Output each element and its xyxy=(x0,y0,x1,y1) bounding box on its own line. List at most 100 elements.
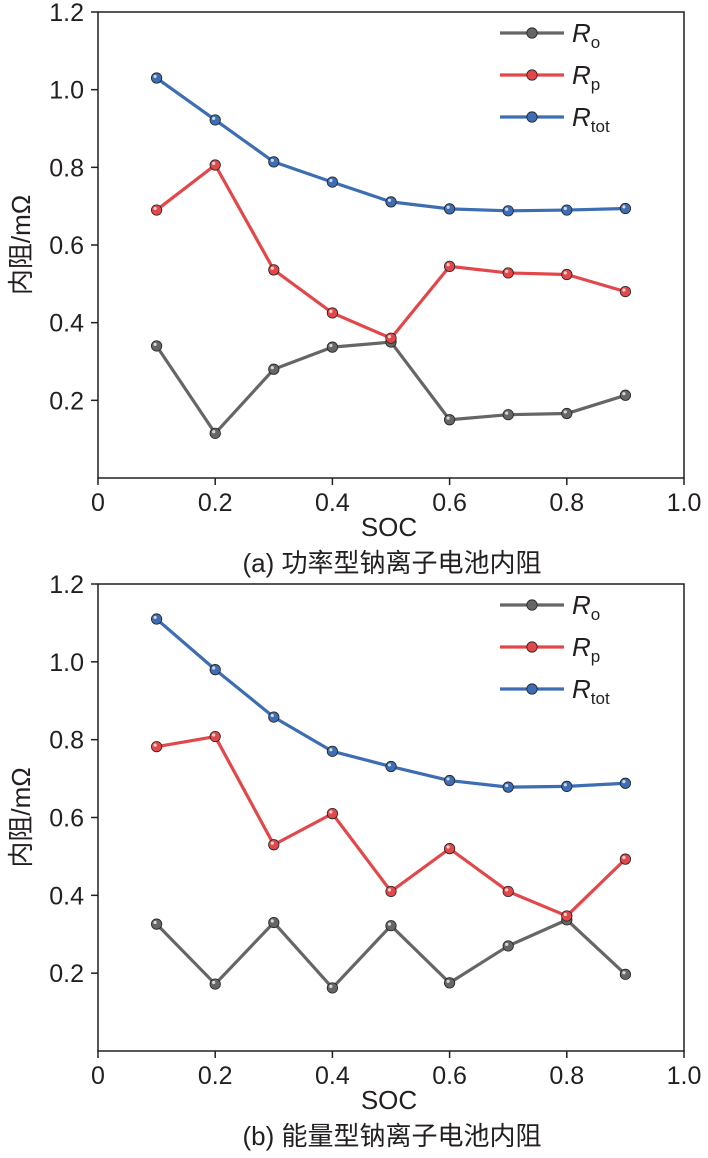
x-axis-label: SOC xyxy=(361,512,417,542)
data-point-highlight xyxy=(153,743,157,747)
data-point-rp xyxy=(151,204,163,216)
data-point-rtot xyxy=(209,114,221,126)
data-point-highlight xyxy=(622,288,626,292)
data-point-highlight xyxy=(446,416,450,420)
data-point-highlight xyxy=(153,74,157,79)
legend-label-rtot: Rtot xyxy=(572,102,610,136)
data-point-rtot xyxy=(443,774,456,787)
data-point-rtot xyxy=(151,72,163,84)
legend-letter: R xyxy=(572,60,591,90)
legend-letter: R xyxy=(572,18,591,48)
y-tick-label: 1.0 xyxy=(49,77,84,105)
data-point-highlight xyxy=(387,888,392,892)
data-point-rtot xyxy=(268,156,280,168)
y-tick-label: 0.6 xyxy=(49,805,84,833)
y-tick-label: 0.4 xyxy=(49,310,84,338)
data-point-highlight xyxy=(505,411,509,415)
data-point-highlight xyxy=(505,783,509,788)
data-point-rtot xyxy=(209,664,221,676)
series-line-rtot xyxy=(155,76,626,213)
data-point-rtot xyxy=(326,176,338,188)
data-point-highlight xyxy=(329,309,333,313)
x-axis-label: SOC xyxy=(361,1085,417,1115)
data-point-rtot xyxy=(326,745,338,757)
data-point-highlight xyxy=(446,263,450,267)
data-point-highlight xyxy=(212,666,216,670)
data-point-highlight xyxy=(622,205,626,209)
data-point-rp xyxy=(268,839,280,851)
data-point-highlight xyxy=(270,841,274,845)
y-tick-label: 1.2 xyxy=(49,0,84,27)
data-point-ro xyxy=(619,968,632,980)
legend-marker-rp xyxy=(526,641,538,653)
legend-subscript: tot xyxy=(591,117,610,136)
data-point-rtot xyxy=(443,203,456,215)
data-point-highlight xyxy=(387,922,392,926)
data-point-highlight xyxy=(387,763,392,767)
data-point-highlight xyxy=(212,116,216,120)
data-point-highlight xyxy=(212,733,216,737)
legend-label-ro: Ro xyxy=(572,18,600,52)
data-point-ro xyxy=(443,977,456,989)
data-point-highlight xyxy=(329,748,333,752)
y-axis-label: 内阻/mΩ xyxy=(6,767,36,867)
data-point-ro xyxy=(619,389,632,401)
data-point-rtot xyxy=(561,780,573,792)
data-point-rtot xyxy=(561,204,573,216)
figure-caption: (a) 功率型钠离子电池内阻 xyxy=(242,548,541,578)
y-tick-label: 0.2 xyxy=(49,387,84,415)
y-tick-label: 1.0 xyxy=(49,649,84,677)
x-tick-label: 0.6 xyxy=(432,489,467,517)
data-point-highlight xyxy=(153,342,157,346)
y-tick-label: 0.8 xyxy=(49,154,84,182)
data-point-ro xyxy=(151,918,163,930)
data-point-rp xyxy=(619,853,632,865)
data-point-rp xyxy=(385,885,397,898)
data-point-highlight xyxy=(153,206,157,211)
x-tick-label: 0.8 xyxy=(549,1062,584,1090)
data-point-rtot xyxy=(385,196,397,208)
data-point-rtot xyxy=(619,777,632,789)
data-point-highlight xyxy=(387,198,392,202)
x-tick-label: 0.4 xyxy=(315,489,350,517)
data-point-ro xyxy=(326,341,338,353)
x-tick-label: 0.2 xyxy=(198,489,233,517)
legend-marker-ro xyxy=(526,599,538,611)
data-point-highlight xyxy=(329,984,333,988)
chart-panel-a: 0 0.2 0.4 0.6 0.8 1.0 0.2 0.4 0.6 0.8 1.0 1.2 SOC 内阻/… xyxy=(6,0,701,578)
data-point-highlight xyxy=(153,920,157,925)
series-line-rp xyxy=(155,163,626,340)
data-point-rp xyxy=(209,730,221,743)
data-point-rtot xyxy=(619,202,632,215)
data-point-rp xyxy=(385,332,397,344)
data-point-highlight xyxy=(387,335,392,339)
data-point-highlight xyxy=(212,980,216,985)
x-tick-label: 1.0 xyxy=(667,1062,702,1090)
legend-subscript: p xyxy=(591,647,600,666)
legend-marker-rtot xyxy=(526,683,538,695)
data-point-highlight xyxy=(329,178,333,183)
legend-marker-rtot xyxy=(526,111,538,123)
legend-label-rtot: Rtot xyxy=(572,674,610,708)
data-point-rp xyxy=(326,307,338,319)
data-point-rp xyxy=(619,285,632,298)
legend-subscript: p xyxy=(591,75,600,94)
data-point-highlight xyxy=(563,206,567,211)
data-point-rp xyxy=(443,843,456,855)
data-point-ro xyxy=(268,916,280,929)
data-point-highlight xyxy=(270,713,274,718)
data-point-rp xyxy=(443,260,456,272)
data-point-ro xyxy=(502,409,514,421)
data-point-rtot xyxy=(151,613,163,625)
series-line-ro xyxy=(155,340,626,435)
legend-letter: R xyxy=(572,674,591,704)
data-point-rp xyxy=(326,808,338,820)
x-tick-label: 0.4 xyxy=(315,1062,350,1090)
data-point-highlight xyxy=(622,780,626,784)
data-point-rp xyxy=(502,885,514,898)
data-point-highlight xyxy=(563,410,567,414)
data-point-highlight xyxy=(270,919,274,923)
data-point-highlight xyxy=(622,855,626,860)
legend-marker-rp xyxy=(526,69,538,81)
data-point-rp xyxy=(151,741,163,753)
